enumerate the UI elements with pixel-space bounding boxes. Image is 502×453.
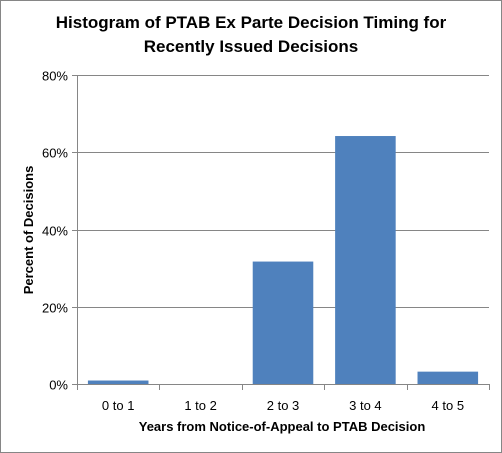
- bars: [88, 136, 478, 384]
- x-tick-label: 2 to 3: [267, 398, 300, 413]
- y-tick-labels: 0% 20% 40% 60% 80%: [42, 69, 68, 393]
- y-tick-label: 40%: [42, 224, 68, 239]
- y-tick-label: 80%: [42, 69, 68, 84]
- y-tick-label: 0%: [49, 378, 68, 393]
- x-tick-label: 4 to 5: [432, 398, 465, 413]
- x-tick-label: 1 to 2: [184, 398, 217, 413]
- bar-4-to-5: [418, 372, 479, 384]
- bar-0-to-1: [88, 381, 149, 384]
- y-axis-label: Percent of Decisions: [21, 166, 36, 295]
- y-tick-label: 20%: [42, 301, 68, 316]
- bar-3-to-4: [335, 136, 396, 384]
- x-tick-labels: 0 to 1 1 to 2 2 to 3 3 to 4 4 to 5: [102, 398, 464, 413]
- x-axis-label: Years from Notice-of-Appeal to PTAB Deci…: [139, 419, 426, 434]
- y-tick-label: 60%: [42, 146, 68, 161]
- x-tick-label: 3 to 4: [349, 398, 382, 413]
- bar-2-to-3: [253, 262, 314, 384]
- x-tick-label: 0 to 1: [102, 398, 135, 413]
